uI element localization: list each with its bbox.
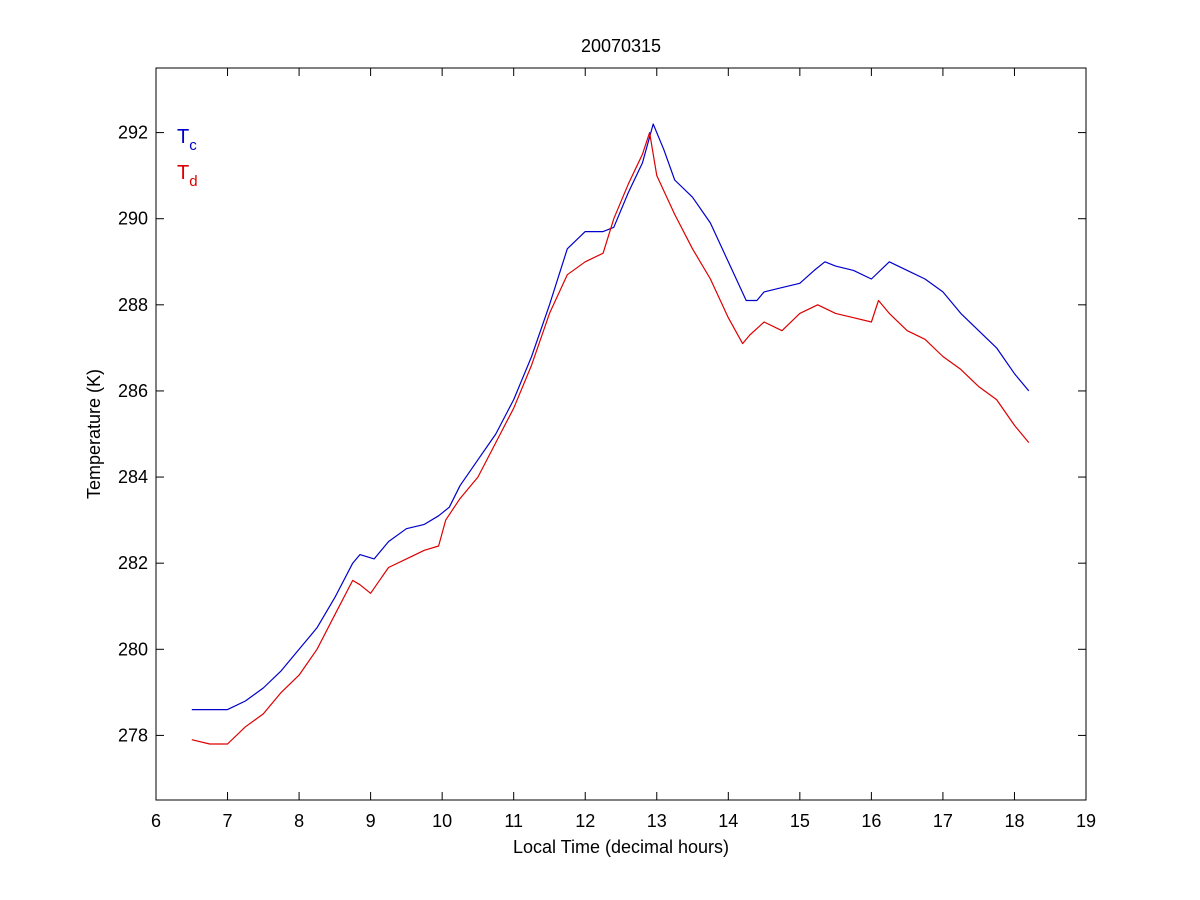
plot-area	[155, 67, 1087, 801]
x-tick-label: 18	[1004, 811, 1024, 831]
y-tick-label: 284	[118, 467, 148, 487]
x-tick-label: 19	[1076, 811, 1096, 831]
x-axis-label: Local Time (decimal hours)	[513, 837, 729, 857]
x-tick-label: 15	[790, 811, 810, 831]
x-tick-label: 7	[223, 811, 233, 831]
x-tick-label: 17	[933, 811, 953, 831]
axis-ticks: 6 7 8 9 10 11 12 13 14 15 16 17 18 19 278 280 282 284 286 2…	[118, 68, 1096, 831]
x-tick-label: 9	[366, 811, 376, 831]
x-tick-label: 10	[432, 811, 452, 831]
x-tick-label: 14	[718, 811, 738, 831]
series-line-0	[191, 123, 1030, 711]
y-axis-label: Temperature (K)	[84, 369, 104, 499]
series-line-1	[191, 132, 1030, 745]
legend: Tc Td	[177, 126, 198, 190]
y-tick-label: 288	[118, 295, 148, 315]
y-tick-label: 292	[118, 123, 148, 143]
chart-title: 20070315	[581, 36, 661, 56]
y-tick-label: 286	[118, 381, 148, 401]
x-tick-label: 6	[151, 811, 161, 831]
x-tick-label: 8	[294, 811, 304, 831]
legend-entry-0: Tc	[177, 126, 197, 154]
y-tick-label: 280	[118, 639, 148, 659]
x-tick-label: 13	[647, 811, 667, 831]
x-tick-label: 12	[575, 811, 595, 831]
data-series	[191, 123, 1030, 745]
y-tick-label: 278	[118, 725, 148, 745]
x-tick-label: 11	[504, 811, 523, 831]
x-tick-label: 16	[861, 811, 881, 831]
y-tick-label: 290	[118, 209, 148, 229]
y-tick-label: 282	[118, 553, 148, 573]
legend-entry-1: Td	[177, 162, 198, 190]
